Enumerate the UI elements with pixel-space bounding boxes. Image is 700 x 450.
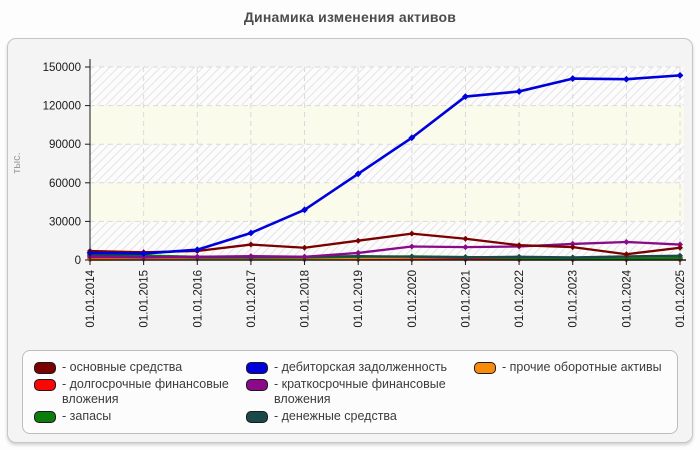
legend-swatch-icon: [474, 362, 496, 374]
legend-swatch-icon: [246, 379, 268, 391]
x-tick-label: 01.01.2016: [192, 270, 204, 328]
series-marker: [516, 253, 523, 260]
legend-item: - дебиторская задолженность: [246, 360, 474, 375]
series-marker: [301, 253, 308, 260]
legend-item: - денежные средства: [246, 409, 474, 424]
plot-band: [90, 105, 684, 145]
legend-column: - прочие оборотные активы: [474, 360, 666, 424]
x-tick-label: 01.01.2017: [246, 270, 258, 328]
series-marker: [247, 253, 254, 260]
series-marker: [623, 238, 630, 245]
legend-item: - запасы: [34, 409, 246, 424]
series-marker: [355, 237, 362, 244]
legend-swatch-icon: [34, 362, 56, 374]
series-marker: [569, 244, 576, 251]
x-tick-label: 01.01.2023: [568, 270, 580, 328]
legend-swatch-icon: [246, 411, 268, 423]
x-tick-label: 01.01.2014: [85, 269, 97, 327]
legend-swatch-icon: [34, 379, 56, 391]
series-marker: [462, 254, 469, 261]
y-tick-label: 0: [75, 255, 81, 267]
legend-item: - долгосрочные финансовые вложения: [34, 377, 246, 407]
legend-column: - дебиторская задолженность - краткосрочн…: [246, 360, 474, 424]
chart-legend: - основные средства - долгосрочные финанс…: [22, 350, 678, 434]
series-marker: [515, 88, 523, 95]
series-marker: [408, 253, 415, 260]
series-marker: [462, 244, 469, 251]
legend-label: - запасы: [62, 409, 112, 423]
x-tick-label: 01.01.2018: [300, 270, 312, 328]
axis-labels: 0 30000 60000 90000 120000 150000 01.01.2014 01…: [43, 62, 687, 328]
x-tick-label: 01.01.2021: [460, 270, 472, 328]
x-tick-label: 01.01.2025: [675, 270, 687, 328]
series-marker: [516, 242, 523, 249]
legend-column: - основные средства - долгосрочные финанс…: [34, 360, 246, 424]
legend-label: - краткосрочные финансовые вложения: [274, 377, 446, 406]
y-tick-label: 120000: [43, 101, 81, 113]
series-marker: [193, 246, 201, 254]
series-marker: [140, 254, 147, 261]
x-tick-label: 01.01.2020: [407, 270, 419, 328]
y-tick-label: 60000: [49, 178, 81, 190]
series-marker: [408, 134, 416, 142]
series-marker: [569, 75, 577, 82]
legend-item: - прочие оборотные активы: [474, 360, 666, 375]
series-line: [89, 74, 681, 255]
legend-item: - краткосрочные финансовые вложения: [246, 377, 474, 407]
series-line: [89, 240, 681, 259]
series-marker: [247, 241, 254, 248]
x-tick-label: 01.01.2024: [621, 269, 633, 327]
x-tick-label: 01.01.2019: [353, 270, 365, 328]
legend-swatch-icon: [246, 362, 268, 374]
legend-label: - основные средства: [62, 360, 183, 374]
y-axis-title: тыс.: [11, 152, 23, 174]
series-marker: [677, 241, 683, 248]
legend-item: - основные средства: [34, 360, 246, 375]
series-marker: [194, 253, 201, 260]
asset-dynamics-chart: 0 30000 60000 90000 120000 150000 01.01.2014 01…: [11, 59, 687, 328]
series-marker: [247, 229, 255, 237]
plot-bands: [90, 67, 684, 260]
legend-label: - денежные средства: [274, 409, 397, 423]
y-tick-label: 30000: [49, 216, 81, 228]
x-tick-label: 01.01.2015: [139, 270, 151, 328]
series-marker: [623, 251, 630, 258]
series-marker: [462, 235, 469, 242]
axes: [85, 59, 686, 265]
series-marker: [355, 253, 362, 260]
chart-panel: 0 30000 60000 90000 120000 150000 01.01.2014 01…: [7, 38, 693, 443]
series-marker: [569, 240, 576, 247]
series-marker: [408, 243, 415, 250]
plot-band: [90, 144, 684, 183]
series-marker: [355, 249, 362, 256]
series-marker: [677, 252, 683, 259]
series-marker: [354, 170, 362, 178]
plot-band: [90, 221, 684, 260]
chart-title: Динамика изменения активов: [243, 9, 457, 25]
legend-label: - долгосрочные финансовые вложения: [62, 377, 229, 406]
legend-label: - дебиторская задолженность: [274, 360, 448, 374]
series-marker: [140, 250, 148, 257]
x-tick-label: 01.01.2022: [514, 270, 526, 328]
series-marker: [569, 254, 576, 261]
plot-band: [90, 67, 684, 106]
series-marker: [301, 206, 308, 214]
gridlines: [90, 66, 684, 260]
series-marker: [301, 244, 308, 251]
series-marker: [677, 244, 683, 251]
legend-swatch-icon: [34, 411, 56, 423]
legend-label: - прочие оборотные активы: [502, 360, 662, 374]
plot-band: [90, 182, 684, 222]
y-tick-label: 150000: [43, 62, 81, 74]
y-tick-label: 90000: [49, 139, 81, 151]
series-marker: [408, 230, 415, 237]
